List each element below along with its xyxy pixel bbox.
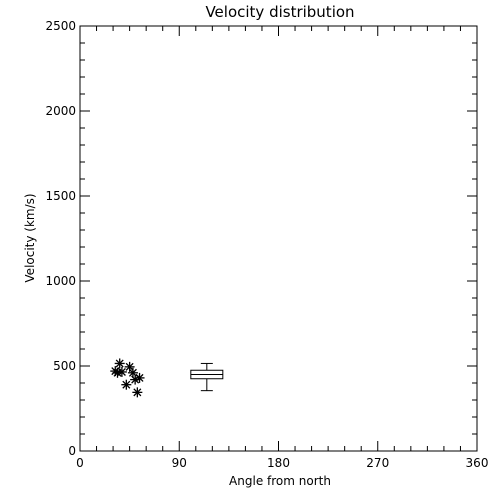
x-tick-label: 180 (267, 456, 290, 470)
x-tick-label: 360 (466, 456, 489, 470)
y-tick-label: 2000 (45, 104, 76, 118)
y-tick-label: 2500 (45, 19, 76, 33)
asterisk-stroke (133, 388, 142, 397)
boxplot (190, 362, 224, 392)
data-point-asterisk (127, 367, 138, 378)
y-tick-label: 0 (68, 444, 76, 458)
x-tick-label: 90 (172, 456, 187, 470)
y-axis-label: Velocity (km/s) (23, 193, 37, 282)
x-tick-label: 270 (366, 456, 389, 470)
plot-area-frame (79, 25, 478, 452)
data-marks (110, 358, 224, 398)
data-point-asterisk (121, 379, 132, 390)
asterisk-stroke (122, 380, 131, 389)
asterisk-stroke (128, 368, 137, 377)
asterisk-stroke (131, 375, 140, 384)
asterisk-stroke (115, 359, 124, 368)
asterisk-stroke (117, 367, 126, 376)
y-tick-label: 500 (53, 359, 76, 373)
data-point-asterisk (116, 366, 127, 377)
x-axis-label: Angle from north (229, 474, 331, 488)
asterisk-stroke (125, 362, 134, 371)
axes-group: 0 90 180 270 360 0 500 1000 1500 2000 2500 (45, 19, 488, 470)
data-point-asterisk (134, 372, 145, 383)
y-tick-label: 1000 (45, 274, 76, 288)
x-tick-label: 0 (76, 456, 84, 470)
y-tick-label: 1500 (45, 189, 76, 203)
data-point-asterisk (114, 358, 125, 369)
asterisk-stroke (135, 373, 144, 382)
chart-title: Velocity distribution (205, 3, 354, 21)
data-point-asterisk (132, 387, 143, 398)
